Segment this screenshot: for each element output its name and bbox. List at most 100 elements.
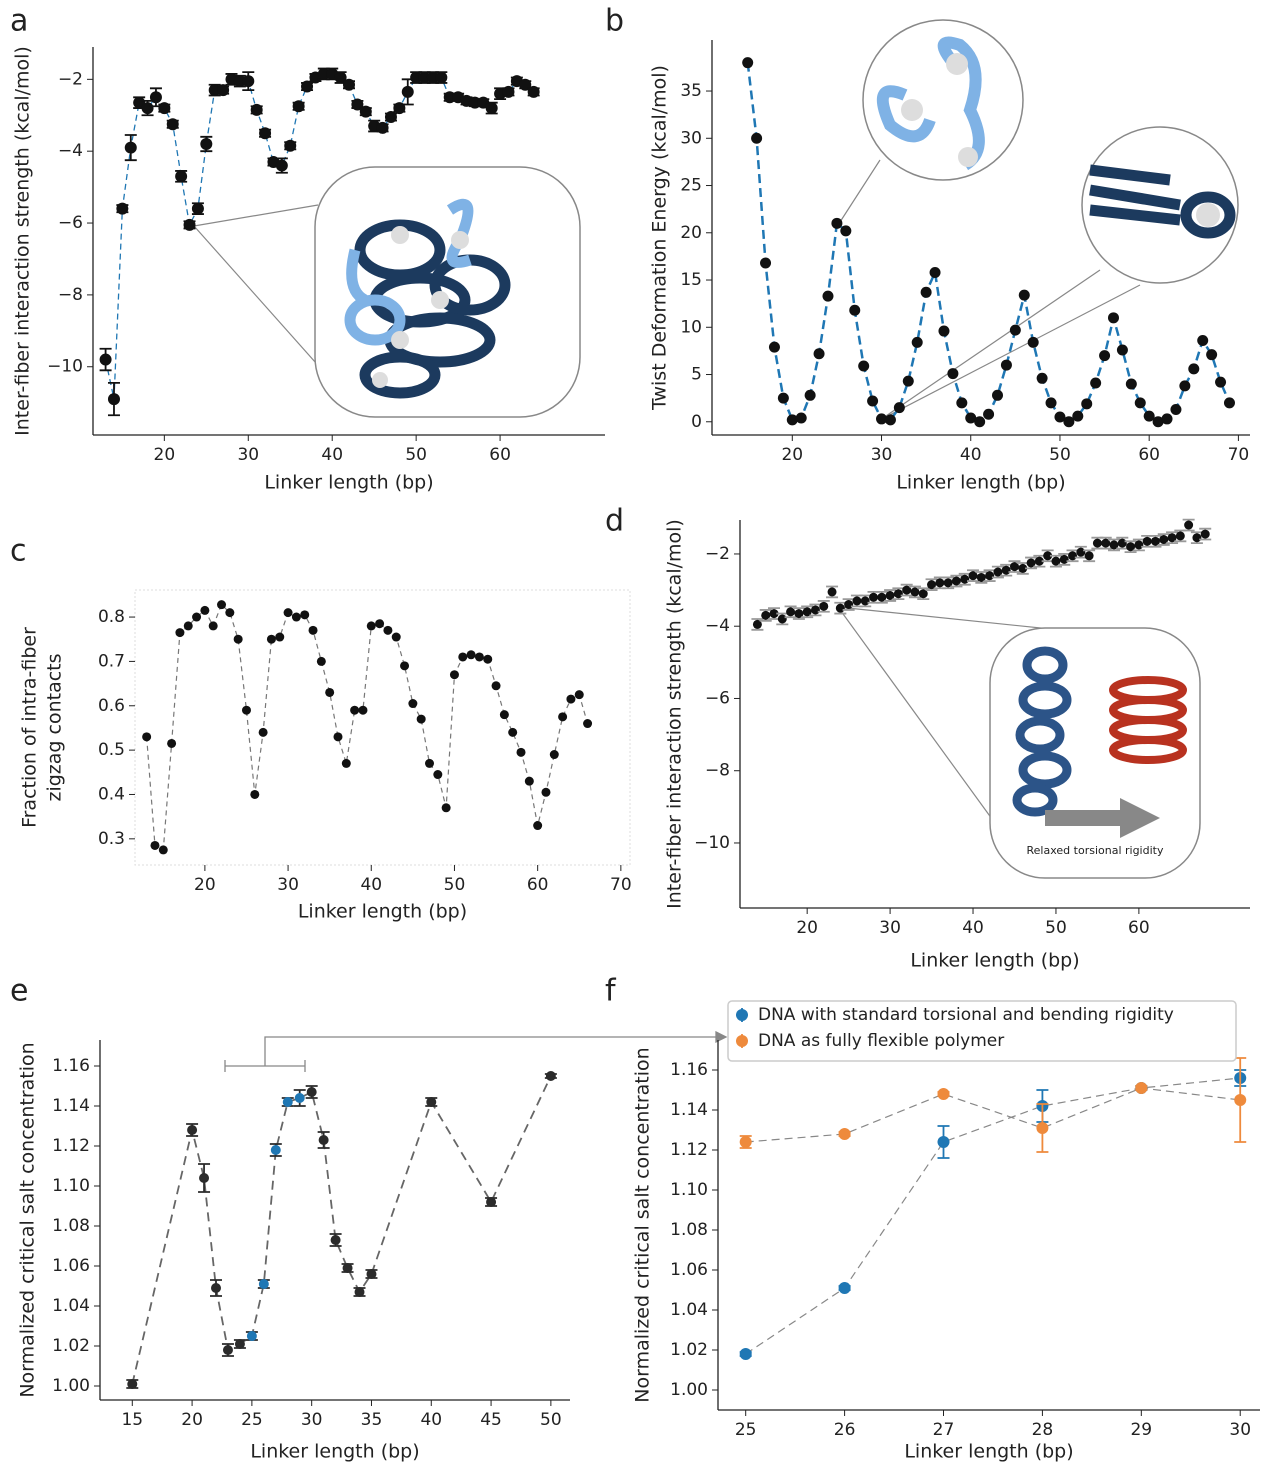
legend-label: DNA with standard torsional and bending …	[758, 1005, 1174, 1025]
data-point	[1167, 533, 1177, 543]
y-tick-label: 0	[691, 412, 702, 432]
x-tick-label: 26	[834, 1420, 856, 1440]
x-tick-label: 60	[527, 875, 549, 895]
data-point	[804, 389, 816, 401]
data-point	[920, 286, 932, 298]
data-point	[802, 607, 812, 617]
data-point	[1068, 551, 1078, 561]
data-point	[1081, 398, 1093, 410]
y-tick-label: 0.6	[98, 696, 125, 716]
y-tick-label: −10	[694, 833, 730, 853]
data-point	[225, 608, 235, 618]
data-point	[938, 325, 950, 337]
data-point	[583, 719, 593, 729]
data-point	[200, 138, 213, 150]
data-point	[858, 360, 870, 372]
y-axis-label: Inter-fiber interaction strength (kcal/m…	[12, 46, 34, 436]
data-point	[937, 1088, 950, 1100]
series-line	[104, 73, 535, 400]
data-point	[739, 1136, 752, 1148]
data-point	[1099, 350, 1111, 362]
y-tick-label: 1.00	[670, 1380, 708, 1400]
y-tick-label: 1.06	[52, 1256, 90, 1276]
data-point	[1001, 565, 1011, 575]
y-axis-label: zigzag contacts	[44, 653, 66, 801]
data-point	[408, 699, 418, 709]
x-tick-label: 50	[1049, 445, 1071, 465]
data-point	[200, 605, 210, 615]
data-point	[937, 1136, 950, 1148]
data-point	[410, 71, 423, 84]
data-point	[366, 1269, 377, 1279]
data-point	[474, 652, 484, 662]
data-point	[191, 202, 204, 215]
data-point	[877, 592, 887, 602]
data-point	[768, 341, 780, 353]
y-tick-label: 0.7	[98, 651, 125, 671]
data-point	[860, 596, 870, 606]
data-point	[566, 694, 576, 704]
data-point	[1125, 378, 1137, 390]
data-point	[527, 85, 540, 98]
data-point	[1034, 556, 1044, 566]
y-tick-label: 1.12	[670, 1140, 708, 1160]
data-point	[1126, 542, 1136, 552]
inset-annotation: Relaxed torsional rigidity	[1027, 844, 1164, 857]
x-tick-label: 40	[960, 445, 982, 465]
data-point	[927, 580, 937, 590]
data-point	[127, 1379, 138, 1389]
data-point	[343, 78, 355, 91]
data-point	[318, 1135, 329, 1145]
data-point	[786, 607, 796, 617]
data-point	[867, 395, 879, 407]
data-point	[330, 1235, 341, 1245]
data-point	[242, 75, 255, 88]
data-point	[294, 1093, 305, 1103]
data-point	[158, 102, 171, 115]
data-point	[158, 845, 168, 855]
data-point	[1223, 397, 1235, 409]
legend-swatch	[736, 1009, 748, 1021]
x-tick-label: 50	[405, 445, 427, 465]
data-point	[384, 111, 397, 124]
data-point	[233, 634, 243, 644]
data-point	[449, 670, 459, 680]
legend-swatch	[736, 1035, 748, 1047]
x-tick-label: 27	[933, 1420, 955, 1440]
data-point	[992, 389, 1004, 401]
panel-label: f	[605, 974, 617, 1009]
y-tick-label: 1.06	[670, 1260, 708, 1280]
data-point	[1009, 324, 1021, 336]
data-point	[401, 85, 414, 98]
y-tick-label: 1.10	[670, 1180, 708, 1200]
data-point	[983, 408, 995, 420]
data-point	[1027, 336, 1039, 348]
data-point	[187, 1125, 198, 1135]
data-point	[124, 141, 137, 154]
data-point	[761, 610, 771, 620]
x-tick-label: 30	[871, 445, 893, 465]
y-tick-label: −6	[705, 688, 730, 708]
data-point	[300, 610, 310, 620]
data-point	[533, 821, 543, 831]
data-point	[149, 91, 162, 104]
x-tick-label: 30	[277, 875, 299, 895]
data-point	[838, 1282, 851, 1294]
y-tick-label: 1.08	[670, 1220, 708, 1240]
y-axis-label: Inter-fiber interaction strength (kcal/m…	[664, 519, 686, 909]
data-point	[869, 592, 879, 602]
panel-label: b	[605, 4, 624, 39]
series-line	[131, 1075, 552, 1385]
data-point	[292, 100, 305, 113]
data-point	[499, 710, 509, 720]
data-point	[1135, 1082, 1148, 1094]
y-tick-label: −10	[47, 357, 83, 377]
data-point	[435, 71, 448, 84]
y-axis-label: Twist Deformation Energy (kcal/mol)	[649, 65, 671, 411]
y-tick-label: 0.3	[98, 829, 125, 849]
y-tick-label: −4	[705, 616, 730, 636]
legend-box	[727, 1000, 1237, 1062]
data-point	[985, 571, 995, 581]
